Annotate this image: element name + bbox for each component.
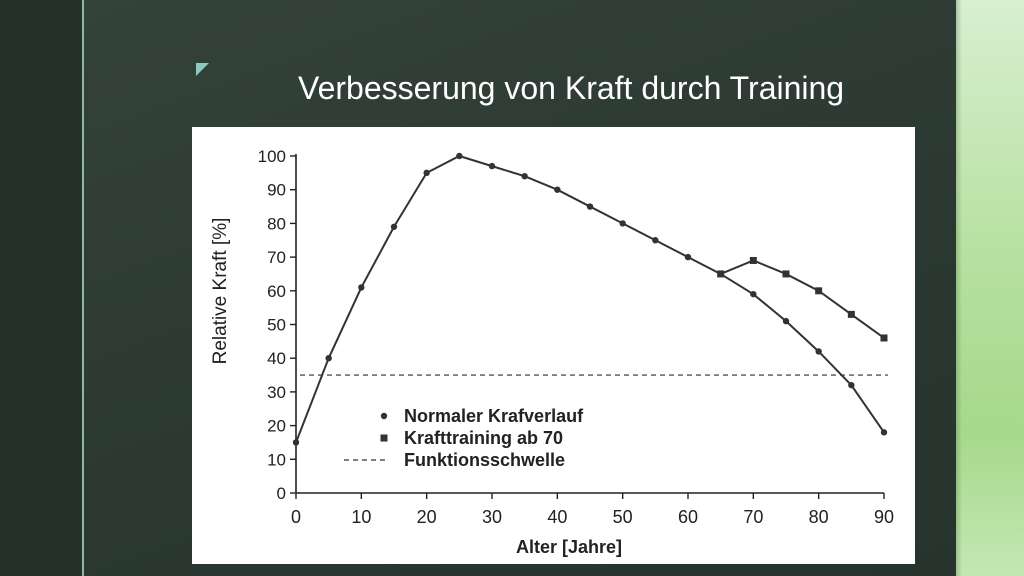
legend-label: Funktionsschwelle [404, 450, 565, 470]
series-2-point [847, 310, 855, 318]
y-tick-label: 40 [267, 349, 286, 368]
series-1-point [554, 186, 561, 193]
x-tick-label: 60 [678, 507, 698, 527]
series-1-point [292, 439, 300, 446]
series-1-point [325, 355, 332, 362]
series-line-1 [295, 154, 885, 443]
series-1-point [456, 152, 463, 160]
left-panel [0, 0, 82, 576]
x-tick-label: 90 [874, 507, 894, 527]
x-tick-label: 10 [351, 507, 371, 527]
x-tick-label: 50 [613, 507, 633, 527]
series-1-point [750, 290, 757, 298]
right-decor-shade [956, 0, 962, 576]
x-axis-label: Alter [Jahre] [516, 537, 622, 557]
x-tick-label: 20 [417, 507, 437, 527]
series-2-point [782, 270, 790, 278]
series-1-point [358, 284, 365, 291]
series-1-point [423, 169, 430, 177]
legend-label: Normaler Krafverlauf [404, 406, 584, 426]
series-1-point [848, 381, 855, 389]
y-tick-label: 90 [267, 181, 286, 200]
series-1-point [815, 348, 822, 355]
series-2-point [815, 287, 823, 295]
y-tick-label: 80 [267, 214, 286, 233]
chart-series [292, 152, 888, 446]
x-tick-label: 30 [482, 507, 502, 527]
series-1-point [684, 253, 692, 261]
legend-label: Krafttraining ab 70 [404, 428, 563, 448]
y-axis-label: Relative Kraft [%] [210, 218, 231, 365]
right-decor-strip [956, 0, 1024, 576]
series-1-point [880, 429, 888, 436]
series-2-point [880, 334, 888, 342]
series-line-2 [720, 259, 885, 339]
series-1-point [619, 220, 626, 227]
x-tick-label: 40 [547, 507, 567, 527]
series-1-point [652, 237, 659, 244]
line-chart: 0 10 20 30 40 50 60 70 80 90 100 0 10 20 30 40 50 60 70 80 9… [210, 147, 894, 557]
y-tick-label: 0 [277, 484, 286, 503]
legend-marker [380, 412, 388, 420]
corner-triangle-icon [196, 63, 209, 76]
y-tick-label: 70 [267, 248, 286, 267]
series-1-point [390, 223, 398, 230]
series-1-point [782, 317, 790, 325]
series-2-point [749, 256, 757, 264]
y-tick-label: 20 [267, 417, 286, 436]
y-tick-label: 50 [267, 316, 286, 335]
y-tick-label: 10 [267, 450, 286, 469]
series-1-point [521, 173, 528, 180]
x-tick-label: 80 [809, 507, 829, 527]
x-tick-label: 70 [743, 507, 763, 527]
series-1-point [488, 162, 496, 170]
chart-axes: 0 10 20 30 40 50 60 70 80 90 100 0 10 20 30 40 50 60 70 80 9… [258, 147, 894, 527]
x-tick-label: 0 [291, 507, 301, 527]
chart-container: 0 10 20 30 40 50 60 70 80 90 100 0 10 20 30 40 50 60 70 80 9… [192, 127, 915, 564]
series-1-point [586, 203, 594, 210]
slide-title: Verbesserung von Kraft durch Training [298, 70, 845, 106]
y-tick-label: 30 [267, 383, 286, 402]
y-tick-label: 60 [267, 282, 286, 301]
series-2-point [717, 270, 725, 278]
left-accent-rule [82, 0, 84, 576]
y-tick-label: 100 [258, 147, 286, 166]
legend-marker [380, 434, 388, 442]
